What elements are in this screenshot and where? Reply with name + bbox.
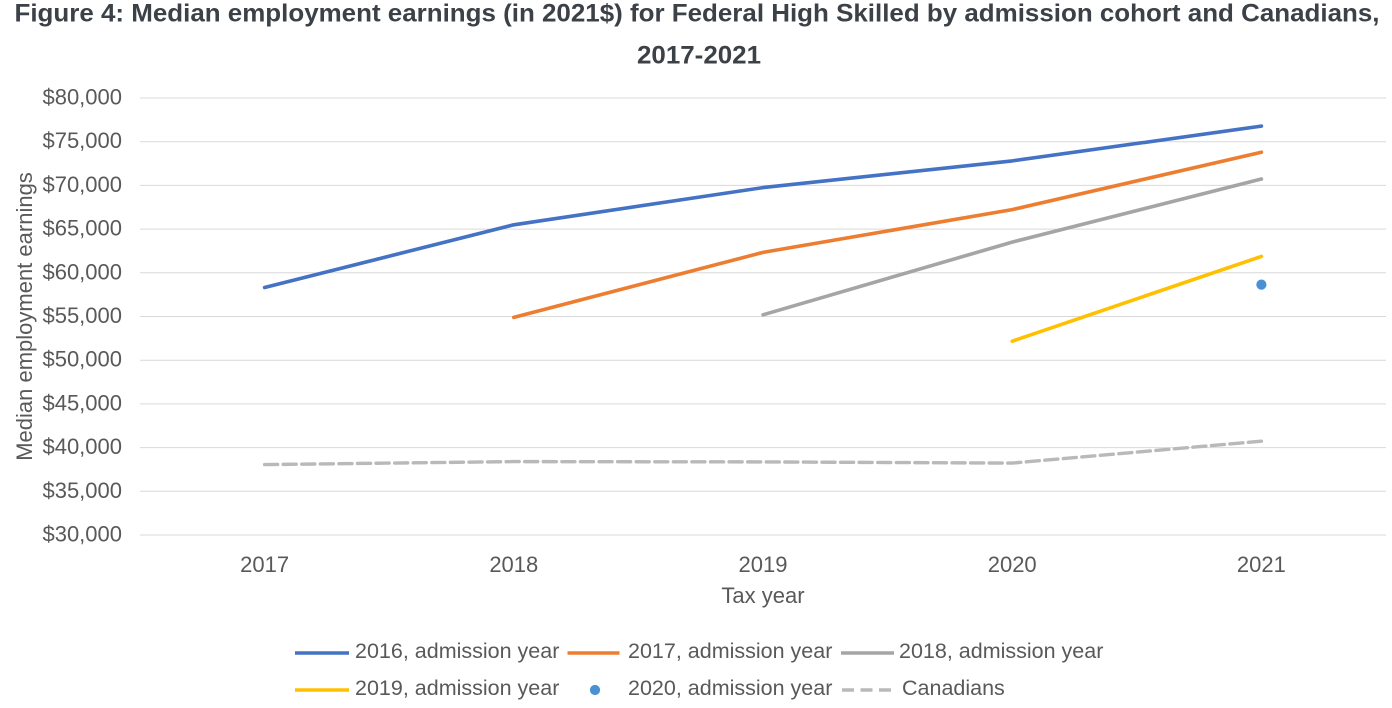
svg-text:2017: 2017 <box>240 552 289 577</box>
svg-text:Canadians: Canadians <box>902 676 1005 700</box>
svg-text:Median employment earnings: Median employment earnings <box>12 172 37 461</box>
svg-text:2018, admission year: 2018, admission year <box>899 639 1103 663</box>
svg-text:$40,000: $40,000 <box>42 434 122 459</box>
svg-text:2017, admission year: 2017, admission year <box>628 639 832 663</box>
svg-text:$30,000: $30,000 <box>42 522 122 547</box>
svg-text:Figure 4: Median employment ea: Figure 4: Median employment earnings (in… <box>15 0 1380 28</box>
svg-text:2018: 2018 <box>489 552 538 577</box>
svg-text:$55,000: $55,000 <box>42 303 122 328</box>
svg-text:$35,000: $35,000 <box>42 478 122 503</box>
svg-text:2019, admission year: 2019, admission year <box>355 676 559 700</box>
svg-text:$80,000: $80,000 <box>42 85 122 110</box>
svg-text:Tax year: Tax year <box>721 583 804 608</box>
svg-text:$65,000: $65,000 <box>42 216 122 241</box>
svg-text:2020: 2020 <box>988 552 1037 577</box>
svg-text:$45,000: $45,000 <box>42 390 122 415</box>
svg-text:$60,000: $60,000 <box>42 259 122 284</box>
svg-text:2021: 2021 <box>1237 552 1286 577</box>
svg-text:$75,000: $75,000 <box>42 128 122 153</box>
svg-text:2016, admission year: 2016, admission year <box>355 639 559 663</box>
svg-text:$70,000: $70,000 <box>42 172 122 197</box>
svg-text:2020, admission year: 2020, admission year <box>628 676 832 700</box>
svg-text:2019: 2019 <box>739 552 788 577</box>
svg-text:$50,000: $50,000 <box>42 347 122 372</box>
svg-text:2017-2021: 2017-2021 <box>637 42 761 70</box>
